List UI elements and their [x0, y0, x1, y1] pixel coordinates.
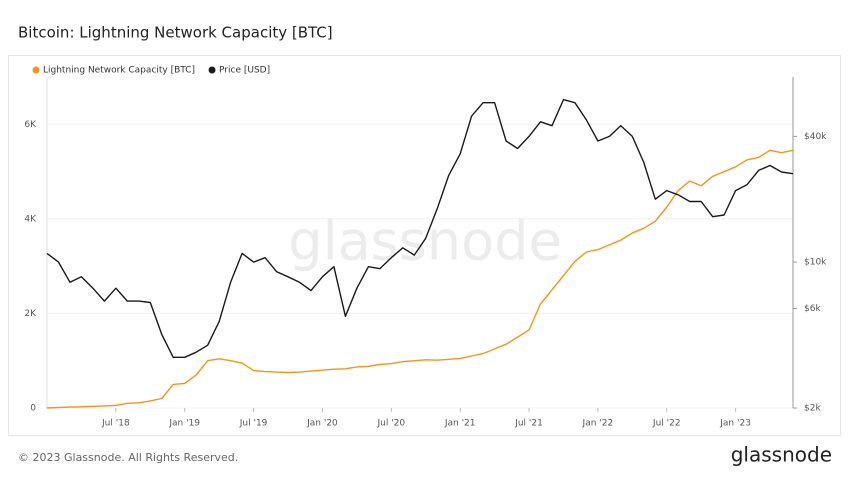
x-tick-label: Jan '22 — [582, 419, 614, 429]
y-tick-label: 2K — [24, 309, 37, 319]
x-tick-label: Jan '23 — [719, 419, 751, 429]
watermark: glassnode — [288, 210, 561, 273]
legend-swatch — [32, 66, 40, 74]
y2-tick-label: $2k — [804, 404, 821, 414]
legend-label: Price [USD] — [219, 66, 270, 76]
x-tick-label: Jul '19 — [239, 419, 268, 429]
series-line — [46, 98, 794, 358]
x-tick-label: Jan '20 — [306, 419, 338, 429]
y2-tick-label: $40k — [804, 132, 827, 142]
x-tick-label: Jul '21 — [514, 419, 543, 429]
logo: glassnode — [731, 443, 832, 467]
x-tick-label: Jul '18 — [101, 419, 130, 429]
y2-tick-label: $6k — [804, 304, 821, 314]
copyright: © 2023 Glassnode. All Rights Reserved. — [18, 451, 238, 464]
series-line — [46, 149, 794, 409]
y2-tick-label: $10k — [804, 258, 827, 268]
x-tick-label: Jan '19 — [168, 419, 200, 429]
x-tick-label: Jul '22 — [652, 419, 681, 429]
y-tick-label: 0 — [30, 404, 36, 414]
chart-frame — [8, 55, 841, 436]
x-tick-label: Jul '20 — [376, 419, 405, 429]
legend-label: Lightning Network Capacity [BTC] — [43, 66, 195, 76]
x-tick-label: Jan '21 — [444, 419, 476, 429]
y-tick-label: 6K — [24, 120, 37, 130]
legend-swatch — [208, 66, 216, 74]
y-tick-label: 4K — [24, 214, 37, 224]
chart-title: Bitcoin: Lightning Network Capacity [BTC… — [18, 24, 333, 42]
